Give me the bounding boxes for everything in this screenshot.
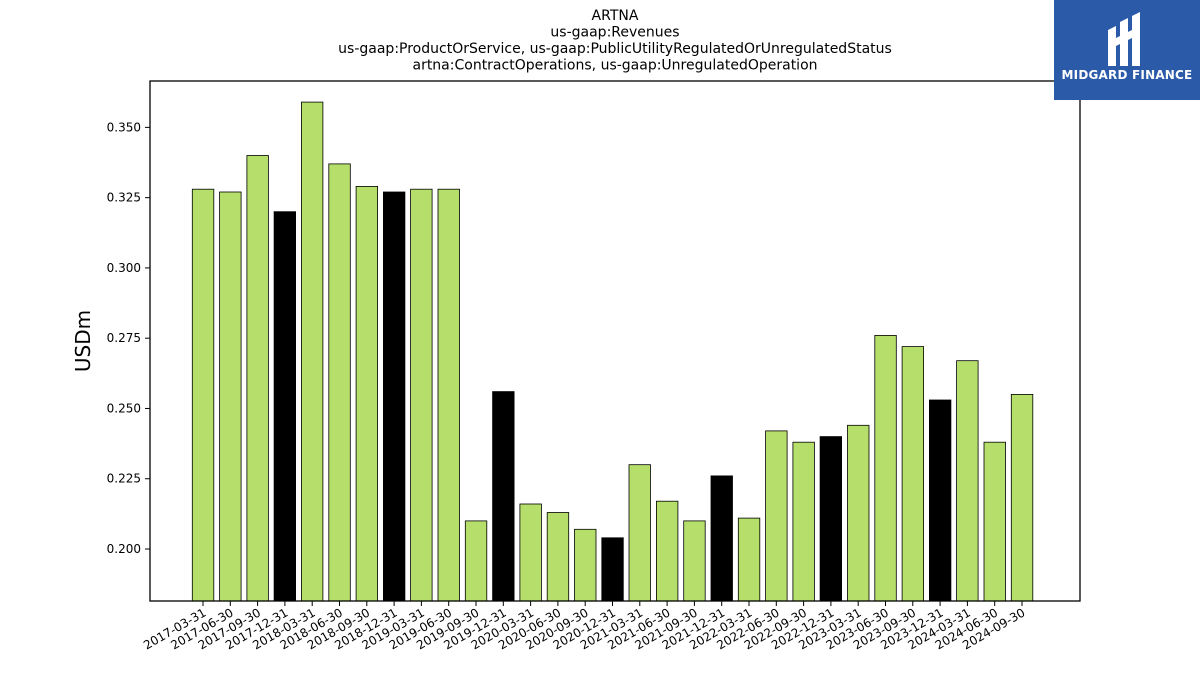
- bar-2017-12-31: [273, 211, 297, 602]
- bar-2019-03-31: [410, 188, 433, 602]
- bar-2019-06-30: [437, 188, 460, 602]
- bars-group: [191, 101, 1034, 602]
- bar-2024-03-31: [956, 360, 979, 602]
- bar-2018-12-31: [382, 191, 406, 602]
- bar-2018-09-30: [355, 185, 379, 602]
- bar-2017-03-31: [191, 188, 215, 602]
- bar-2020-09-30: [574, 528, 597, 602]
- y-tick-label: 0.350: [107, 120, 141, 134]
- bar-2024-09-30: [1010, 393, 1034, 602]
- y-tick-label: 0.200: [107, 542, 141, 556]
- bar-2024-06-30: [983, 441, 1006, 602]
- chart-title: ARTNAus-gaap:Revenuesus-gaap:ProductOrSe…: [338, 8, 892, 74]
- y-axis: 0.200 0.225 0.250 0.275 0.300 0.325 0.350: [107, 120, 150, 556]
- bar-2020-03-31: [519, 503, 542, 602]
- y-tick-label: 0.225: [107, 472, 141, 486]
- title-line: artna:ContractOperations, us-gaap:Unregu…: [412, 58, 817, 74]
- bar-2022-12-31: [819, 436, 842, 602]
- bar-2020-12-31: [601, 537, 624, 602]
- bar-2020-06-30: [546, 512, 570, 602]
- bar-2023-06-30: [874, 334, 897, 602]
- bar-2018-06-30: [328, 163, 351, 602]
- bar-2023-03-31: [847, 424, 870, 602]
- bar-2017-06-30: [219, 191, 242, 602]
- bar-2021-12-31: [710, 475, 733, 602]
- midgard-logo-icon: [1108, 12, 1140, 66]
- x-axis: 2017-03-312017-06-302017-09-302017-12-31…: [141, 601, 1028, 652]
- title-line: ARTNA: [592, 8, 639, 24]
- bar-2023-09-30: [901, 346, 924, 602]
- bar-2021-09-30: [683, 520, 706, 602]
- y-tick-label: 0.250: [107, 401, 141, 415]
- title-line: us-gaap:Revenues: [550, 25, 679, 41]
- bar-2017-09-30: [246, 155, 269, 602]
- y-axis-label: USDm: [71, 310, 95, 372]
- y-tick-label: 0.300: [107, 261, 141, 275]
- logo-text: MIDGARD FINANCE: [1061, 68, 1193, 82]
- bar-2023-12-31: [929, 399, 952, 602]
- bar-2018-03-31: [300, 101, 324, 602]
- midgard-finance-logo: MIDGARD FINANCE: [1054, 0, 1200, 100]
- y-tick-label: 0.325: [107, 191, 141, 205]
- bar-2022-09-30: [792, 441, 815, 602]
- bar-2019-12-31: [492, 391, 515, 602]
- bar-2019-09-30: [464, 520, 488, 602]
- title-line: us-gaap:ProductOrService, us-gaap:Public…: [338, 41, 892, 57]
- bar-2022-06-30: [765, 430, 788, 602]
- y-tick-label: 0.275: [107, 331, 141, 345]
- bar-2022-03-31: [737, 517, 761, 602]
- bar-2021-03-31: [628, 464, 651, 602]
- bar-2021-06-30: [656, 500, 679, 602]
- plot-frame: [149, 80, 1081, 602]
